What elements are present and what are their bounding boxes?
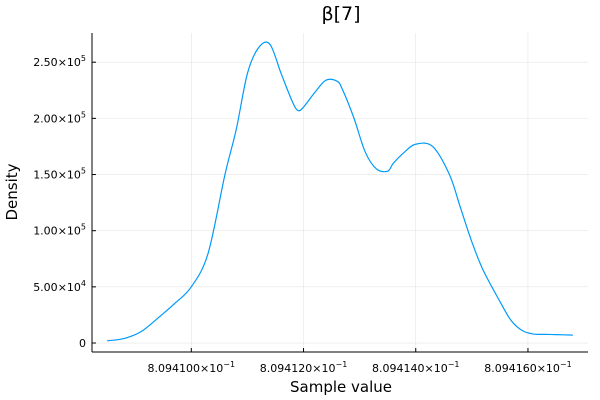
x-tick-label: 8.094120×10−1 bbox=[260, 360, 348, 375]
y-tick-label: 5.00×104 bbox=[33, 279, 86, 294]
x-ticks: 8.094100×10−1 8.094120×10−1 8.094140×10−1 8… bbox=[148, 348, 572, 375]
x-axis-title: Sample value bbox=[290, 378, 392, 396]
x-tick-label-exponent: −1 bbox=[560, 360, 572, 369]
y-tick-label: 1.50×105 bbox=[33, 167, 86, 182]
x-tick-label-mantissa: 8.094140 bbox=[372, 362, 425, 375]
y-tick-label-base: ×10 bbox=[58, 169, 81, 182]
y-tick-label-mantissa: 1.00 bbox=[33, 225, 58, 238]
x-tick-label-exponent: −1 bbox=[335, 360, 347, 369]
x-tick-label-base: ×10 bbox=[537, 362, 560, 375]
y-tick-label-exponent: 5 bbox=[81, 223, 86, 232]
y-tick-label-mantissa: 2.00 bbox=[33, 112, 58, 125]
x-tick-label-base: ×10 bbox=[200, 362, 223, 375]
y-tick-label-exponent: 4 bbox=[81, 279, 86, 288]
y-tick-label-base: ×10 bbox=[58, 112, 81, 125]
y-tick-label-exponent: 5 bbox=[81, 167, 86, 176]
x-tick-label-mantissa: 8.094100 bbox=[148, 362, 201, 375]
y-tick-label-mantissa: 5.00 bbox=[33, 281, 58, 294]
x-tick-label-mantissa: 8.094160 bbox=[484, 362, 537, 375]
y-ticks: 05.00×1041.00×1051.50×1052.00×1052.50×10… bbox=[33, 54, 96, 350]
x-tick-label-mantissa: 8.094120 bbox=[260, 362, 313, 375]
density-curve bbox=[107, 41, 573, 342]
x-tick-label-base: ×10 bbox=[424, 362, 447, 375]
y-tick-label-base: ×10 bbox=[58, 281, 81, 294]
x-tick-label: 8.094160×10−1 bbox=[484, 360, 572, 375]
y-tick-label: 0 bbox=[79, 337, 86, 350]
grid-lines bbox=[92, 33, 588, 352]
x-tick-label: 8.094140×10−1 bbox=[372, 360, 460, 375]
y-tick-label-exponent: 5 bbox=[81, 54, 86, 63]
chart-title: β[7] bbox=[321, 3, 360, 25]
x-tick-label-exponent: −1 bbox=[448, 360, 460, 369]
y-tick-label-base: ×10 bbox=[58, 225, 81, 238]
y-tick-label-mantissa: 2.50 bbox=[33, 56, 58, 69]
y-tick-label-base: ×10 bbox=[58, 56, 81, 69]
x-tick-label-exponent: −1 bbox=[223, 360, 235, 369]
y-tick-label-exponent: 5 bbox=[81, 110, 86, 119]
y-tick-label: 1.00×105 bbox=[33, 223, 86, 238]
y-axis-title: Density bbox=[3, 163, 21, 220]
x-tick-label-base: ×10 bbox=[312, 362, 335, 375]
axes bbox=[91, 33, 588, 353]
y-tick-label: 2.50×105 bbox=[33, 54, 86, 69]
x-tick-label: 8.094100×10−1 bbox=[148, 360, 236, 375]
y-tick-label: 2.00×105 bbox=[33, 110, 86, 125]
y-tick-label-mantissa: 1.50 bbox=[33, 169, 58, 182]
y-tick-label-mantissa: 0 bbox=[79, 337, 86, 350]
